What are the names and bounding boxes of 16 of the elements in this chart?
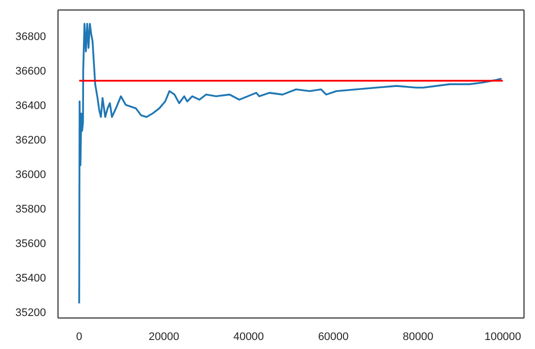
- x-tick-label: 80000: [402, 330, 434, 343]
- x-tick-label: 60000: [318, 330, 349, 343]
- y-tick-label: 35400: [15, 272, 46, 284]
- x-tick-label: 0: [76, 330, 82, 343]
- y-tick-label: 35600: [15, 238, 46, 250]
- y-tick-label: 35200: [15, 306, 46, 319]
- y-tick-label: 36200: [15, 134, 46, 146]
- y-tick-label: 36400: [15, 100, 46, 112]
- x-tick-label: 100000: [484, 330, 522, 343]
- y-tick-label: 36600: [15, 65, 46, 78]
- line-series: [78, 22, 502, 304]
- y-tick-label: 36800: [15, 30, 46, 43]
- x-tick-label: 20000: [148, 330, 180, 343]
- y-tick-label: 35800: [15, 203, 46, 216]
- y-tick-label: 36000: [15, 168, 46, 181]
- x-tick-label: 40000: [233, 330, 264, 343]
